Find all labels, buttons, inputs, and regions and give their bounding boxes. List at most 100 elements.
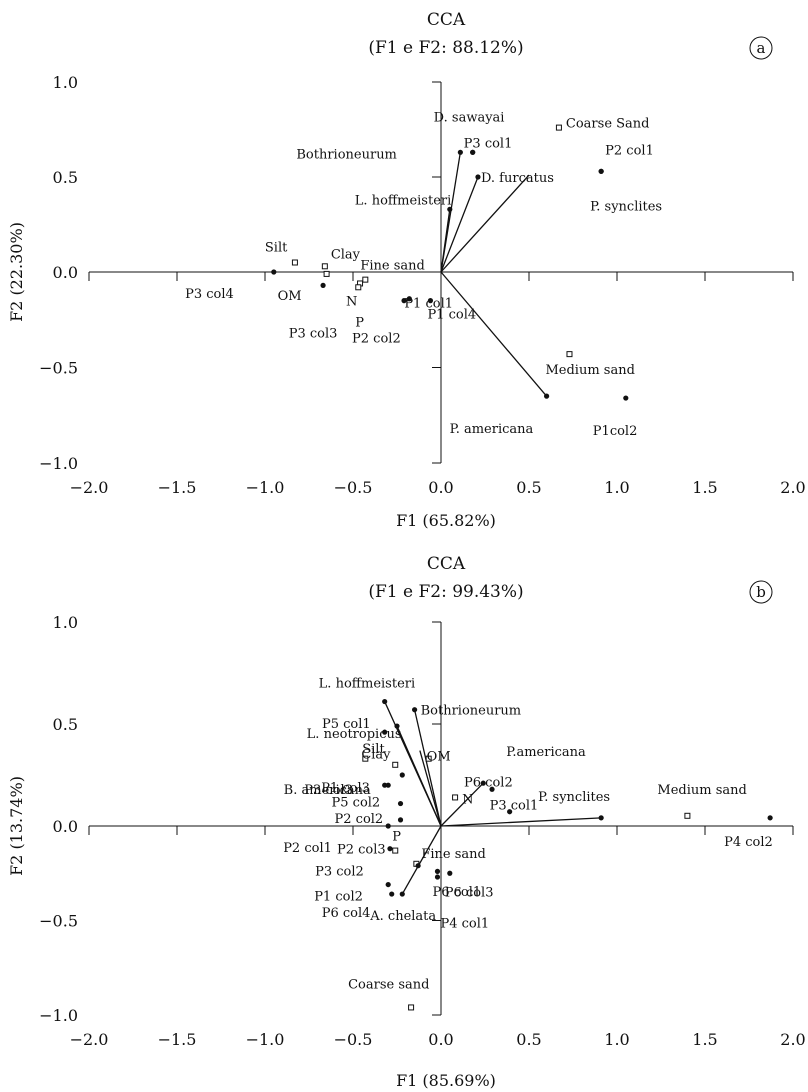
sample-label-p4-col1: P4 col1 bbox=[440, 916, 489, 931]
chart-subtitle-b: (F1 e F2: 99.43%) bbox=[368, 582, 523, 602]
x-tick-label-a: −0.5 bbox=[334, 478, 373, 497]
sample-label-p6-col3: P6 col3 bbox=[445, 885, 494, 900]
sample-label-p1-col3: P1 col3 bbox=[321, 781, 370, 796]
x-tick-label-b: 1.0 bbox=[604, 1030, 629, 1049]
variable-label-clay: Clay bbox=[331, 247, 361, 262]
sample-label-p2-col2: P2 col2 bbox=[335, 812, 384, 827]
species-label-d-furcatus: D. furcatus bbox=[481, 171, 554, 186]
sample-point-p3-col2 bbox=[415, 863, 421, 869]
species-point-p-synclites bbox=[598, 815, 604, 821]
x-tick-label-b: 1.5 bbox=[692, 1030, 717, 1049]
sample-point-p6-col1 bbox=[434, 874, 441, 880]
sample-point-p6-col2 bbox=[489, 786, 495, 792]
sample-point-p2-col3 bbox=[387, 846, 393, 852]
cca-panel-a: CCA (F1 e F2: 88.12%) a F1 (65.82%) F2 (… bbox=[7, 10, 806, 530]
sample-point-p3-col3 bbox=[320, 282, 326, 288]
species-label-l-hoffmeisteri: L. hoffmeisteri bbox=[319, 677, 415, 692]
sample-label-p4-col2: P4 col2 bbox=[724, 835, 773, 850]
plot-area-a: −2.0 −1.5 −1.0 −0.5 0.0 0.5 1.0 1.5 2.0 −1.0 −0.5 0… bbox=[39, 73, 806, 497]
sample-label-p1col2: P1col2 bbox=[593, 424, 638, 439]
variable-marker-om bbox=[425, 755, 432, 762]
x-tick-label-a: 0.5 bbox=[516, 478, 541, 497]
sample-point-p2-col2 bbox=[401, 298, 407, 304]
x-tick-label-a: 0.0 bbox=[428, 478, 453, 497]
plot-area-b: −2.0 −1.5 −1.0 −0.5 0.0 0.5 1.0 1.5 2.0 −1.0 −0.5 0… bbox=[39, 613, 806, 1049]
sample-label-p5-col2: P5 col2 bbox=[332, 796, 381, 811]
x-tick-label-b: −1.0 bbox=[246, 1030, 285, 1049]
sample-point-p3-col4 bbox=[271, 269, 277, 275]
sample-point-p1-col1 bbox=[406, 296, 412, 302]
panel-letter-b: b bbox=[756, 583, 766, 601]
species-label-p-synclites: P. synclites bbox=[538, 790, 610, 805]
variable-label-p: P bbox=[392, 830, 401, 845]
variable-label-p: P bbox=[355, 315, 364, 330]
panel-letter-a: a bbox=[757, 39, 766, 57]
variable-label-silt: Silt bbox=[362, 742, 385, 757]
sample-label-p1-col2: P1 col2 bbox=[314, 890, 363, 905]
sample-label-p3-col4: P3 col4 bbox=[185, 287, 234, 302]
species-label-a-chelata: A. chelata bbox=[369, 909, 436, 924]
sample-point-p2-col1 bbox=[598, 168, 604, 174]
sample-point-p4-col1 bbox=[434, 868, 441, 874]
variable-marker-om bbox=[323, 270, 330, 277]
variable-marker-p bbox=[355, 284, 362, 291]
species-label-bothrioneurum: Bothrioneurum bbox=[421, 704, 522, 719]
species-point-a-chelata bbox=[399, 891, 405, 897]
cca-panel-b: CCA (F1 e F2: 99.43%) b F1 (85.69%) F2 (… bbox=[7, 554, 806, 1090]
species-label-p-synclites: P. synclites bbox=[590, 199, 662, 214]
sample-label-p3-col3: P3 col3 bbox=[304, 783, 353, 798]
variable-label-silt: Silt bbox=[265, 241, 288, 256]
species-point-d-furcatus bbox=[475, 174, 481, 180]
y-tick-label-b: 1.0 bbox=[53, 613, 78, 632]
variable-label-medium-sand: Medium sand bbox=[657, 783, 746, 798]
variable-marker-silt bbox=[392, 761, 399, 768]
cca-vector-a bbox=[440, 271, 548, 397]
x-tick-label-b: −0.5 bbox=[334, 1030, 373, 1049]
sample-label-p6-col1: P6 col1 bbox=[432, 885, 481, 900]
y-tick-label-b: −0.5 bbox=[39, 912, 78, 931]
y-axis-label-b: F2 (13.74%) bbox=[7, 776, 26, 876]
cca-vector-b bbox=[440, 817, 602, 827]
variable-label-medium-sand: Medium sand bbox=[545, 363, 634, 378]
cca-vector-b bbox=[419, 750, 442, 827]
sample-point-p4-col2 bbox=[767, 815, 773, 821]
species-point-l-hoffmeisteri bbox=[447, 206, 453, 212]
variable-marker-medium-sand bbox=[566, 351, 573, 358]
sample-point-p2-col1 bbox=[385, 823, 391, 829]
sample-label-p2-col1: P2 col1 bbox=[283, 841, 332, 856]
species-point-bothrioneurum bbox=[457, 149, 463, 155]
variable-label-fine-sand: Fine sand bbox=[421, 847, 486, 862]
cca-vector-b bbox=[396, 725, 442, 827]
variable-marker-fine-sand bbox=[362, 276, 369, 283]
variable-marker-coarse-sand bbox=[408, 1004, 415, 1011]
sample-point-p3-col1 bbox=[507, 809, 513, 815]
x-tick-label-b: 0.5 bbox=[516, 1030, 541, 1049]
sample-label-p2-col3: P2 col3 bbox=[337, 843, 386, 858]
species-label-p-americana: P.americana bbox=[506, 745, 586, 760]
y-tick-label-a: 0.5 bbox=[53, 168, 78, 187]
panel-badge-b bbox=[749, 580, 773, 604]
sample-label-p6-col2: P6 col2 bbox=[464, 775, 513, 790]
sample-label-p1-col4: P1 col4 bbox=[427, 308, 476, 323]
sample-label-p3-col1: P3 col1 bbox=[490, 799, 539, 814]
sample-point-p5-col1 bbox=[394, 723, 400, 729]
species-point-l-neotropicus bbox=[382, 729, 388, 735]
sample-label-p3-col1: P3 col1 bbox=[464, 136, 513, 151]
y-tick-label-b: 0.5 bbox=[53, 715, 78, 734]
species-label-l-hoffmeisteri: L. hoffmeisteri bbox=[355, 193, 451, 208]
species-label-d-sawayai: D. sawayai bbox=[434, 110, 505, 125]
x-axis-label-b: F1 (85.69%) bbox=[396, 1071, 496, 1090]
species-point-l-hoffmeisteri bbox=[382, 698, 388, 705]
sample-point-p1col2 bbox=[623, 395, 629, 401]
species-point-p-americana bbox=[480, 780, 486, 786]
sample-label-p2-col1: P2 col1 bbox=[605, 143, 654, 158]
y-axis-label-a: F2 (22.30%) bbox=[7, 222, 26, 322]
sample-label-p1-col1: P1 col1 bbox=[404, 297, 453, 312]
chart-title-a: CCA bbox=[427, 10, 466, 30]
variable-label-n: N bbox=[462, 792, 473, 807]
x-tick-label-b: −2.0 bbox=[70, 1030, 109, 1049]
species-label-bothrioneurum: Bothrioneurum bbox=[296, 147, 397, 162]
sample-label-p6-col4: P6 col4 bbox=[322, 906, 371, 921]
x-tick-label-a: 1.5 bbox=[692, 478, 717, 497]
sample-point-p1-col2 bbox=[385, 881, 391, 888]
